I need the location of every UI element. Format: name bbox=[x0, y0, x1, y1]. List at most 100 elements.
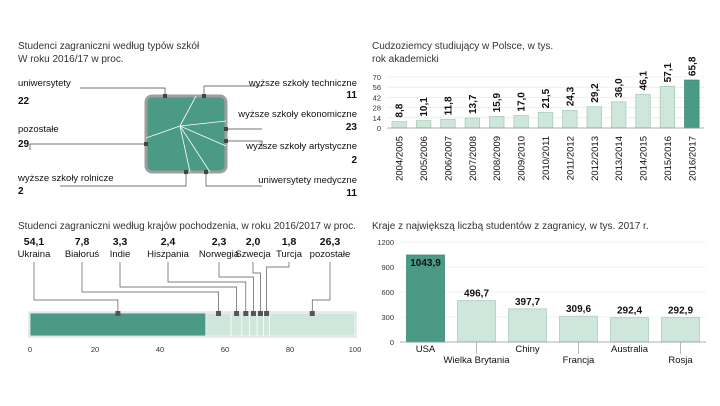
stacked-xtick-label: 40 bbox=[156, 345, 164, 354]
marker-pozostale bbox=[144, 142, 148, 146]
top-category-label: Australia bbox=[611, 344, 649, 355]
treemap-label-ekonomiczne: wyższe szkoły ekonomiczne bbox=[238, 109, 357, 120]
top-category-label: Francja bbox=[563, 355, 595, 366]
treemap-split-2 bbox=[179, 95, 197, 127]
stacked-leader-marker bbox=[216, 311, 221, 316]
stacked-leader-marker bbox=[234, 311, 240, 316]
yearly-ytick-label: 28 bbox=[373, 104, 381, 113]
stacked-country-label: pozostałe bbox=[310, 249, 351, 260]
stacked-leader-marker bbox=[243, 311, 249, 316]
yearly-ytick-label: 14 bbox=[373, 114, 381, 123]
top-category-label: USA bbox=[416, 344, 436, 355]
yearly-category-label: 2007/2008 bbox=[468, 136, 479, 181]
yearly-bar-value: 10,1 bbox=[419, 97, 430, 117]
treemap-label-medyczne: uniwersytety medyczne bbox=[258, 175, 357, 186]
yearly-ytick-label: 0 bbox=[377, 124, 381, 133]
yearly-ytick-label: 56 bbox=[373, 83, 381, 92]
leader-techniczne bbox=[203, 85, 262, 96]
leader-medyczne bbox=[205, 172, 262, 187]
yearly-bar-value: 17,0 bbox=[517, 92, 528, 112]
top-bar-value: 397,7 bbox=[515, 297, 540, 308]
stacked-value-label: 3,3 bbox=[113, 236, 128, 248]
stacked-leader-line bbox=[33, 262, 119, 313]
treemap-value-artystyczne: 2 bbox=[351, 155, 357, 166]
stacked-leader-line bbox=[311, 262, 331, 313]
yearly-category-label: 2012/2013 bbox=[590, 136, 601, 181]
yearly-category-label: 2014/2015 bbox=[639, 136, 650, 181]
treemap-value-rolnicze: 2 bbox=[18, 186, 24, 197]
top-ytick-label: 300 bbox=[381, 313, 394, 322]
yearly-bar-value: 46,1 bbox=[639, 71, 650, 91]
yearly-category-label: 2016/2017 bbox=[687, 136, 698, 181]
marker-medyczne bbox=[204, 170, 208, 174]
stacked-leader-marker bbox=[264, 311, 270, 316]
treemap-split-4 bbox=[179, 125, 227, 147]
top-ytick-label: 600 bbox=[381, 288, 394, 297]
treemap-label-uniwersytety: uniwersytety bbox=[18, 78, 71, 89]
marker-techniczne bbox=[202, 94, 206, 98]
countries-origin-title: Studenci zagraniczni według krajów pocho… bbox=[18, 221, 356, 232]
top-category-label: Wielka Brytania bbox=[444, 355, 511, 366]
yearly-category-label: 2013/2014 bbox=[614, 136, 625, 181]
top-bar bbox=[457, 300, 496, 343]
stacked-xtick-label: 20 bbox=[91, 345, 99, 354]
top-category-label: Rosja bbox=[668, 355, 693, 366]
yearly-category-label: 2005/2006 bbox=[419, 136, 430, 181]
marker-ekonomiczne bbox=[224, 127, 228, 131]
top-bar bbox=[508, 308, 547, 343]
stacked-value-label: 2,0 bbox=[246, 236, 261, 248]
yearly-bar-value: 57,1 bbox=[663, 62, 674, 82]
yearly-bar-value: 21,5 bbox=[541, 88, 552, 108]
yearly-ytick-label: 70 bbox=[373, 73, 381, 82]
top-countries-title: Kraje z największą liczbą studentów z za… bbox=[372, 221, 649, 232]
stacked-xtick-label: 80 bbox=[286, 345, 294, 354]
stacked-country-label: Hiszpania bbox=[147, 249, 189, 260]
yearly-ytick-label: 42 bbox=[373, 93, 381, 102]
treemap-value-pozostale: 29 bbox=[18, 139, 30, 150]
yearly-bar-value: 15,9 bbox=[492, 93, 503, 113]
yearly-category-label: 2011/2012 bbox=[565, 136, 576, 180]
stacked-value-label: 1,8 bbox=[282, 236, 297, 248]
stacked-leader-line bbox=[218, 262, 254, 313]
yearly-category-label: 2008/2009 bbox=[492, 136, 503, 181]
leader-uniwersytety bbox=[80, 87, 166, 96]
treemap-split-3 bbox=[179, 125, 191, 173]
yearly-category-label: 2006/2007 bbox=[443, 136, 454, 181]
yearly-category-label: 2010/2011 bbox=[541, 136, 552, 180]
yearly-bar-value: 24,3 bbox=[565, 86, 576, 106]
yearly-category-label: 2009/2010 bbox=[517, 136, 528, 181]
stacked-xtick-label: 0 bbox=[28, 345, 32, 354]
yearly-bar-value: 11,8 bbox=[443, 96, 454, 115]
top-ytick-label: 0 bbox=[390, 338, 394, 347]
treemap-value-techniczne: 11 bbox=[346, 90, 357, 101]
stacked-leader-line bbox=[266, 262, 290, 313]
stacked-value-label: 7,8 bbox=[75, 236, 90, 248]
yearly-bar-value: 13,7 bbox=[468, 94, 479, 114]
treemap-value-uniwersytety: 22 bbox=[18, 96, 30, 107]
top-bar-value: 496,7 bbox=[464, 289, 489, 300]
leader-rolnicze bbox=[60, 172, 187, 187]
leader-artystyczne bbox=[226, 140, 263, 149]
yearly-bar-value: 36,0 bbox=[614, 78, 625, 98]
treemap-label-pozostale: pozostałe bbox=[18, 124, 59, 135]
yearly-bar-value: 8,8 bbox=[395, 103, 406, 117]
stacked-xtick-label: 60 bbox=[221, 345, 229, 354]
treemap-label-rolnicze: wyższe szkoły rolnicze bbox=[18, 173, 114, 184]
treemap-split-5 bbox=[179, 125, 211, 173]
stacked-country-label: Szwecja bbox=[235, 249, 271, 260]
yearly-category-label: 2004/2005 bbox=[395, 136, 406, 181]
stacked-value-label: 2,3 bbox=[212, 236, 227, 248]
stacked-leader-line bbox=[167, 262, 247, 313]
stacked-leader-line bbox=[81, 262, 219, 313]
stacked-leader-line bbox=[252, 262, 261, 313]
stacked-leader-marker bbox=[250, 311, 256, 316]
marker-rolnicze bbox=[184, 170, 188, 174]
marker-artystyczne bbox=[224, 139, 228, 143]
stacked-leader-line bbox=[119, 262, 237, 313]
marker-uniwersytety bbox=[163, 94, 167, 98]
top-bar bbox=[610, 317, 649, 343]
stacked-leader-marker bbox=[115, 311, 121, 316]
